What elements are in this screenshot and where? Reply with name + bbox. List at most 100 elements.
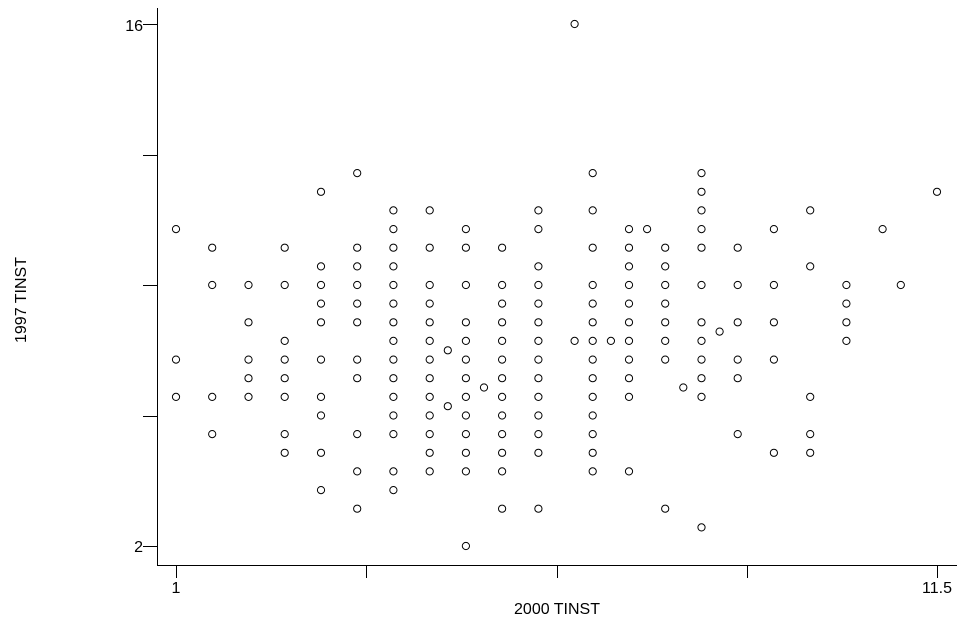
data-point-153: [697, 225, 706, 234]
data-point-136: [624, 355, 634, 364]
data-point-81: [461, 448, 470, 457]
data-point-158: [697, 355, 706, 364]
data-point-89: [498, 336, 507, 345]
data-point-1: [171, 355, 181, 364]
data-point-144: [661, 299, 670, 308]
data-point-13: [280, 280, 289, 290]
data-point-184: [896, 280, 905, 290]
data-point-31: [353, 243, 362, 252]
data-point-73: [461, 280, 470, 290]
data-point-172: [769, 355, 779, 364]
data-point-97: [498, 504, 507, 513]
data-point-130: [624, 243, 634, 252]
data-point-117: [588, 280, 597, 290]
data-point-19: [280, 448, 289, 457]
data-point-135: [624, 336, 634, 345]
data-point-113: [570, 336, 579, 345]
data-point-131: [624, 262, 634, 271]
data-point-173: [769, 448, 779, 457]
data-point-83: [461, 541, 470, 551]
data-point-120: [588, 336, 597, 345]
data-point-107: [534, 392, 543, 401]
data-point-93: [498, 411, 507, 420]
data-point-162: [715, 327, 724, 336]
data-point-115: [588, 206, 597, 215]
x-tick-label-right: 11.5: [922, 580, 952, 597]
x-axis-title: 2000 TINST: [514, 601, 600, 618]
data-point-148: [661, 504, 670, 513]
data-point-112: [570, 19, 579, 29]
data-point-146: [661, 336, 670, 345]
data-point-127: [588, 467, 597, 476]
data-point-66: [425, 430, 434, 439]
data-point-62: [425, 355, 434, 364]
data-point-164: [733, 280, 742, 290]
data-point-88: [498, 318, 507, 327]
data-point-145: [661, 318, 670, 327]
data-point-174: [806, 206, 815, 215]
data-point-123: [588, 392, 597, 401]
data-point-40: [353, 504, 362, 513]
data-point-30: [353, 169, 362, 178]
data-point-80: [461, 430, 470, 439]
data-point-10: [244, 374, 253, 383]
data-point-133: [624, 299, 634, 308]
data-point-70: [443, 402, 452, 411]
data-point-152: [697, 206, 706, 215]
data-point-52: [389, 411, 398, 420]
data-point-91: [498, 374, 507, 383]
data-point-24: [316, 318, 326, 327]
data-point-140: [643, 225, 652, 234]
data-point-142: [661, 262, 670, 271]
data-point-86: [498, 280, 507, 290]
data-point-109: [534, 430, 543, 439]
data-point-105: [534, 355, 543, 364]
data-point-17: [280, 392, 289, 401]
data-point-177: [806, 430, 815, 439]
data-point-77: [461, 374, 470, 383]
data-point-155: [697, 280, 706, 290]
data-point-7: [244, 280, 253, 290]
data-point-119: [588, 318, 597, 327]
data-point-28: [316, 448, 326, 457]
data-point-41: [389, 206, 398, 215]
data-point-95: [498, 448, 507, 457]
data-point-104: [534, 336, 543, 345]
data-point-100: [534, 262, 543, 271]
data-point-29: [316, 486, 326, 495]
data-point-156: [697, 318, 706, 327]
data-point-185: [932, 187, 942, 196]
y-axis-ticks: [143, 24, 157, 547]
data-point-58: [425, 280, 434, 290]
data-point-128: [606, 336, 616, 345]
data-point-179: [842, 280, 851, 290]
data-point-43: [389, 243, 398, 252]
data-point-15: [280, 355, 289, 364]
data-point-99: [534, 225, 543, 234]
data-point-4: [208, 280, 217, 290]
data-point-165: [733, 318, 742, 327]
data-point-69: [443, 346, 452, 355]
data-point-18: [280, 430, 289, 439]
data-point-20: [316, 187, 326, 196]
data-point-57: [425, 243, 434, 252]
data-point-82: [461, 467, 470, 476]
data-points: [171, 19, 942, 551]
data-point-78: [461, 392, 470, 401]
data-point-116: [588, 243, 597, 252]
data-point-53: [389, 430, 398, 439]
x-axis-ticks: [176, 565, 938, 578]
data-point-25: [316, 355, 326, 364]
data-point-161: [697, 523, 706, 532]
data-point-65: [425, 411, 434, 420]
data-point-125: [588, 430, 597, 439]
data-point-132: [624, 280, 634, 290]
data-point-157: [697, 336, 706, 345]
data-point-175: [806, 262, 815, 271]
data-point-14: [280, 336, 289, 345]
y-axis-title: 1997 TINST: [13, 257, 30, 343]
data-point-183: [878, 225, 887, 234]
data-point-129: [624, 225, 634, 234]
data-point-48: [389, 336, 398, 345]
data-point-11: [244, 392, 253, 401]
